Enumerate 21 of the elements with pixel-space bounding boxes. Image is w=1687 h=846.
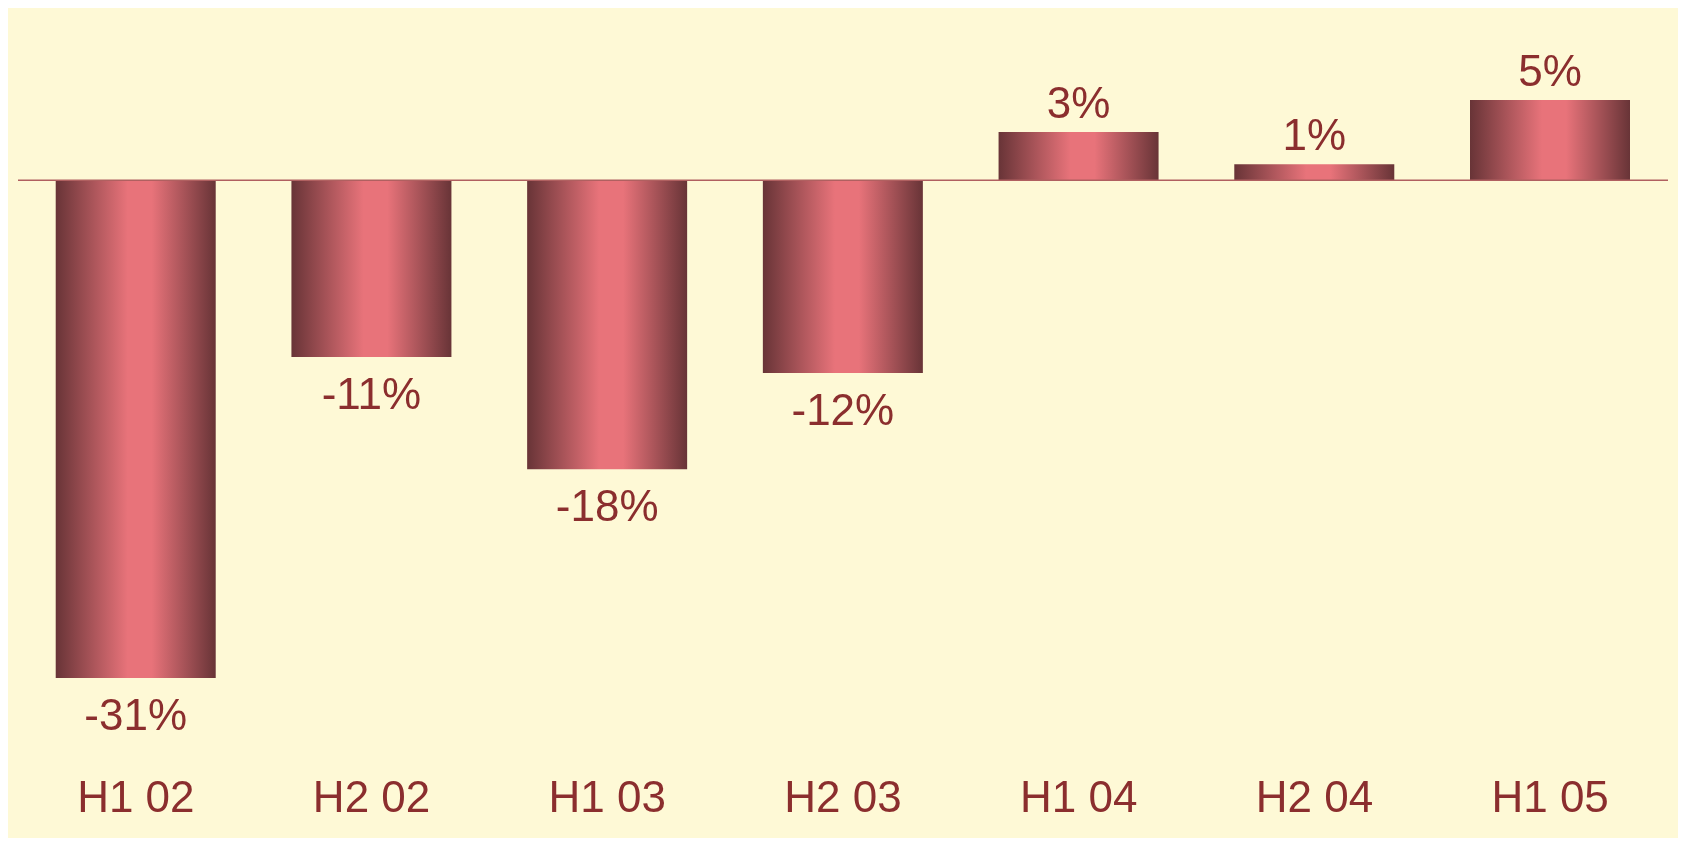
x-tick-label: H2 03 — [784, 772, 902, 822]
bar — [1470, 100, 1630, 181]
x-tick-label: H1 05 — [1491, 772, 1609, 822]
data-label: -12% — [791, 384, 895, 434]
x-tick-label: H1 02 — [77, 772, 195, 822]
bar — [998, 132, 1159, 181]
x-tick-label: H2 02 — [312, 772, 431, 822]
bar — [762, 180, 923, 373]
x-tick-label: H2 04 — [1255, 772, 1374, 822]
data-label: 1% — [1282, 110, 1347, 160]
bar — [55, 180, 216, 678]
bar — [291, 180, 452, 357]
bar — [527, 180, 688, 470]
bar — [1234, 164, 1395, 181]
x-tick-label: H1 03 — [548, 772, 666, 822]
data-label: 3% — [1046, 78, 1111, 128]
data-label: -11% — [321, 368, 422, 418]
data-label: 5% — [1518, 46, 1582, 95]
data-label: -31% — [84, 690, 188, 739]
x-tick-label: H1 04 — [1020, 772, 1138, 822]
data-label: -18% — [555, 481, 659, 531]
